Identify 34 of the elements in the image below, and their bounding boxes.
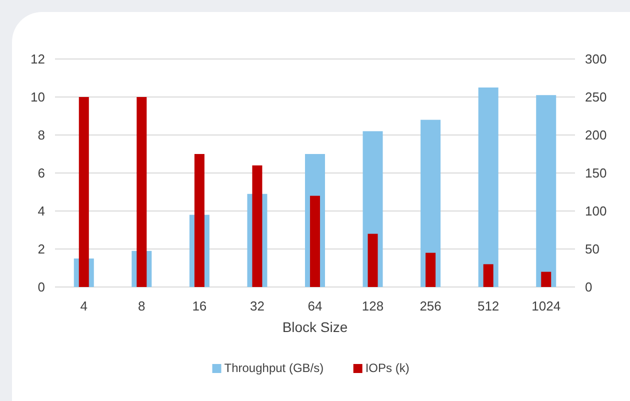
bar [368, 234, 378, 287]
bar [420, 120, 441, 287]
y-tick-label: 2 [38, 242, 45, 257]
y2-tick-label: 0 [585, 280, 592, 295]
legend-label: IOPs (k) [365, 361, 410, 376]
y2-tick-label: 300 [585, 52, 607, 67]
y-tick-label: 6 [38, 166, 45, 181]
x-tick-label: 32 [250, 298, 264, 314]
x-tick-label: 128 [362, 298, 384, 314]
bar [310, 196, 320, 287]
y2-tick-label: 250 [585, 90, 607, 105]
y-tick-label: 12 [30, 52, 45, 67]
legend-label: Throughput (GB/s) [224, 361, 324, 376]
bar [541, 272, 552, 287]
bar [478, 88, 498, 287]
x-tick-label: 64 [308, 298, 322, 314]
y2-tick-label: 100 [585, 204, 607, 219]
x-tick-label: 1024 [532, 298, 561, 314]
bar [483, 264, 494, 287]
y-tick-label: 0 [38, 280, 45, 295]
x-axis-title: Block Size [282, 318, 348, 335]
y2-tick-label: 150 [585, 166, 607, 181]
x-tick-label: 4 [80, 298, 88, 314]
bar [426, 252, 436, 287]
x-tick-label: 8 [138, 298, 146, 314]
y-tick-label: 4 [38, 204, 45, 219]
bar [536, 95, 556, 287]
y-tick-label: 10 [30, 90, 45, 105]
x-tick-label: 16 [192, 298, 207, 314]
x-tick-label: 256 [420, 298, 442, 314]
y2-tick-label: 50 [585, 242, 600, 257]
y-tick-label: 8 [38, 128, 45, 143]
x-tick-label: 512 [477, 298, 500, 314]
y2-tick-label: 200 [585, 128, 607, 143]
